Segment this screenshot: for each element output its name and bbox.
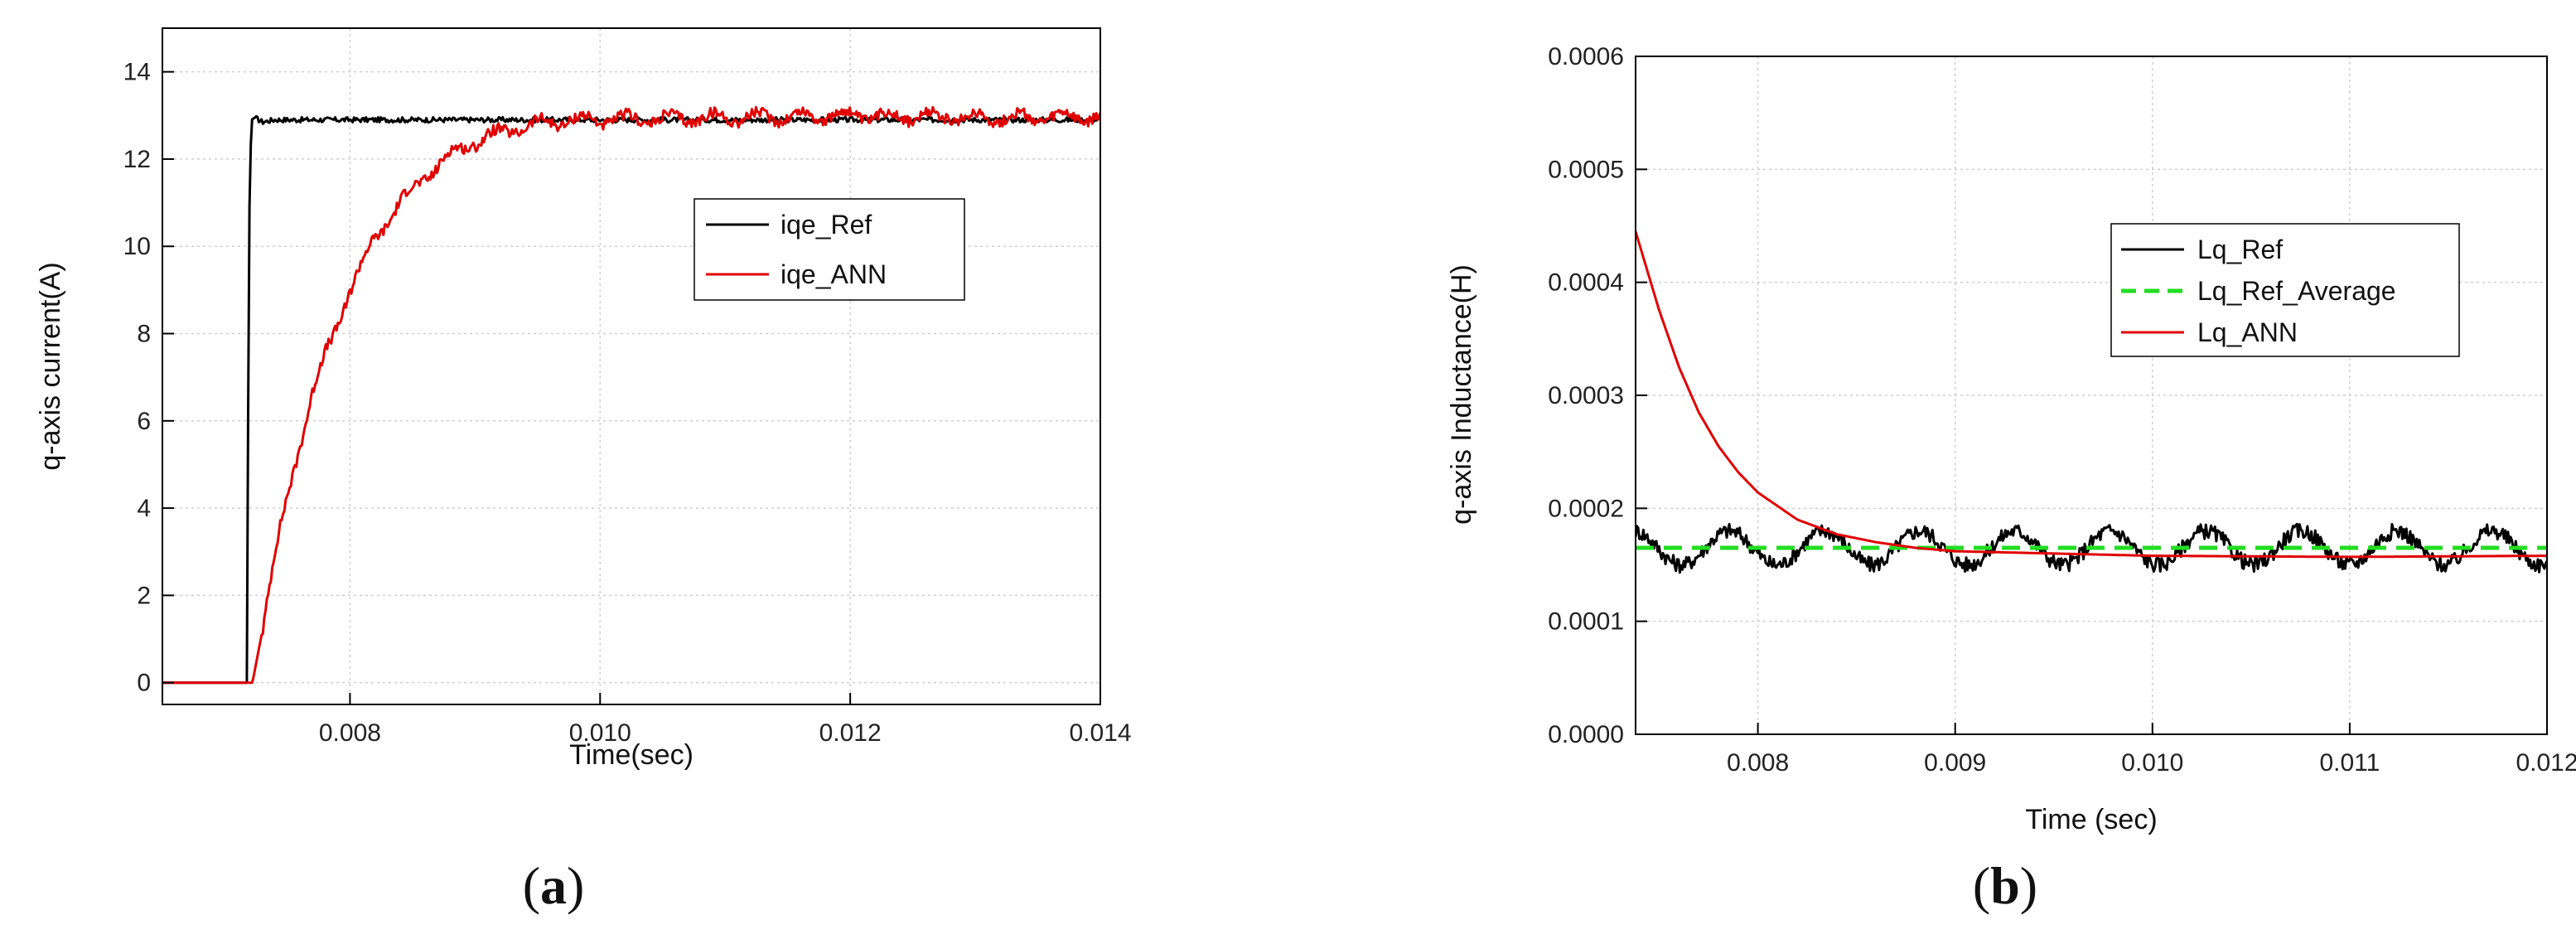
b-x-tick-label: 0.012: [2516, 749, 2576, 777]
a-y-tick-label: 12: [123, 146, 151, 173]
b-x-tick-label: 0.009: [1924, 749, 1986, 777]
a-plot-frame: [162, 27, 1101, 705]
b-legend-label-ann: Lq_ANN: [2197, 317, 2298, 347]
b-grid: [1636, 56, 2548, 735]
a-series-layer: [162, 105, 1100, 685]
b-series-line-lq-ref: [1636, 522, 2547, 574]
b-panel-label: (b): [1973, 856, 2037, 915]
a-y-tick-label: 10: [123, 233, 151, 260]
a-x-tick-label: 0.008: [319, 719, 381, 747]
a-y-tick-label: 14: [123, 59, 151, 86]
a-y-tick-label: 8: [137, 321, 151, 348]
b-legend: Lq_Ref Lq_Ref_Average Lq_ANN: [2110, 223, 2460, 357]
a-y-axis-title: q-axis current(A): [35, 262, 66, 470]
a-series-clip: [162, 105, 1100, 685]
b-y-tick-label: 0.0006: [1548, 43, 1624, 70]
b-y-tick-label: 0.0005: [1548, 156, 1624, 183]
b-x-tick-label: 0.011: [2319, 749, 2380, 777]
b-legend-label-avg: Lq_Ref_Average: [2197, 276, 2396, 306]
b-series-layer: [1636, 230, 2547, 574]
b-y-tick-label: 0.0000: [1548, 721, 1624, 748]
a-x-ticks: 0.008 0.010 0.012 0.014: [319, 693, 1132, 747]
a-x-tick-label: 0.010: [569, 719, 631, 747]
b-x-axis-title: Time (sec): [2025, 804, 2157, 835]
b-y-axis-title: q-axis Inductance(H): [1446, 264, 1477, 525]
b-y-tick-label: 0.0003: [1548, 382, 1624, 409]
b-y-tick-label: 0.0002: [1548, 495, 1624, 522]
b-x-ticks: 0.008 0.009 0.010 0.011 0.012: [1727, 723, 2576, 777]
panel-b: 0.008 0.009 0.010 0.011 0.012 0.00000.00010.…: [1446, 43, 2576, 915]
a-y-tick-label: 2: [137, 582, 151, 609]
a-x-tick-label: 0.014: [1069, 719, 1131, 747]
a-panel-letter: a: [540, 856, 567, 915]
a-panel-label: (a): [523, 856, 585, 915]
b-x-tick-label: 0.010: [2121, 749, 2183, 777]
a-series-line-iqe-ann: [162, 105, 1100, 685]
a-legend-box: [694, 198, 965, 301]
panel-a: 0.008 0.010 0.012 0.014 0 2 4 6 8 10 12 14 Time(se…: [35, 27, 1132, 915]
b-x-tick-label: 0.008: [1727, 749, 1789, 777]
b-plot-frame: [1635, 56, 2548, 735]
a-y-tick-label: 0: [137, 670, 151, 697]
a-legend: iqe_Ref iqe_ANN: [694, 198, 965, 301]
a-grid: [162, 28, 1101, 704]
b-series-line-lq-ann: [1636, 230, 2547, 559]
a-x-axis-title: Time(sec): [569, 739, 694, 771]
a-y-tick-label: 4: [137, 495, 151, 522]
a-legend-label-ref: iqe_Ref: [781, 210, 872, 240]
a-y-ticks: 0 2 4 6 8 10 12 14: [123, 59, 174, 697]
b-y-tick-label: 0.0001: [1548, 608, 1624, 636]
b-panel-letter: b: [1990, 856, 2020, 915]
b-y-tick-label: 0.0004: [1548, 269, 1624, 297]
a-x-tick-label: 0.012: [819, 719, 882, 747]
b-legend-label-ref: Lq_Ref: [2197, 235, 2283, 264]
b-series-clip: [1636, 230, 2547, 574]
a-legend-label-ann: iqe_ANN: [781, 259, 887, 289]
a-y-tick-label: 6: [137, 408, 151, 435]
b-y-ticks: 0.0000 0.0001 0.0002 0.0003 0.0004 0.0005 0.00…: [1548, 43, 1647, 748]
